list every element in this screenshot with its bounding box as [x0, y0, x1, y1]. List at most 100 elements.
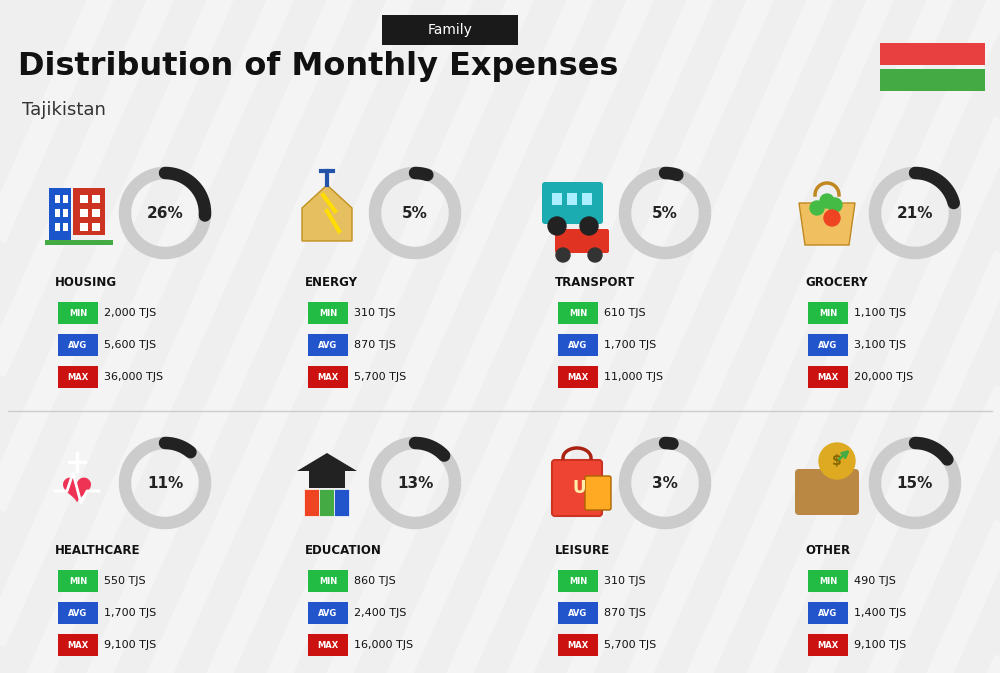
FancyBboxPatch shape	[558, 366, 598, 388]
FancyBboxPatch shape	[308, 602, 348, 624]
Text: LEISURE: LEISURE	[555, 544, 610, 557]
FancyBboxPatch shape	[58, 334, 98, 356]
Text: 20,000 TJS: 20,000 TJS	[854, 372, 913, 382]
FancyBboxPatch shape	[55, 223, 60, 231]
Circle shape	[588, 248, 602, 262]
FancyBboxPatch shape	[880, 43, 985, 65]
Text: 2,000 TJS: 2,000 TJS	[104, 308, 156, 318]
Text: EDUCATION: EDUCATION	[305, 544, 382, 557]
Text: 610 TJS: 610 TJS	[604, 308, 646, 318]
Text: 13%: 13%	[397, 476, 433, 491]
FancyBboxPatch shape	[55, 195, 60, 203]
Text: AVG: AVG	[818, 608, 838, 618]
Text: 16,000 TJS: 16,000 TJS	[354, 640, 413, 650]
FancyBboxPatch shape	[308, 634, 348, 656]
FancyBboxPatch shape	[382, 15, 518, 45]
FancyBboxPatch shape	[319, 489, 334, 516]
Text: 870 TJS: 870 TJS	[354, 340, 396, 350]
FancyBboxPatch shape	[558, 602, 598, 624]
Text: $: $	[832, 454, 842, 468]
FancyBboxPatch shape	[55, 209, 60, 217]
Circle shape	[824, 210, 840, 226]
FancyBboxPatch shape	[63, 209, 68, 217]
FancyBboxPatch shape	[808, 366, 848, 388]
Circle shape	[548, 217, 566, 235]
Text: AVG: AVG	[818, 341, 838, 349]
Text: AVG: AVG	[568, 341, 588, 349]
Text: AVG: AVG	[68, 341, 88, 349]
FancyBboxPatch shape	[808, 570, 848, 592]
FancyBboxPatch shape	[308, 302, 348, 324]
Circle shape	[810, 201, 824, 215]
FancyBboxPatch shape	[808, 302, 848, 324]
Text: 11,000 TJS: 11,000 TJS	[604, 372, 663, 382]
Text: MAX: MAX	[567, 641, 589, 649]
Text: 490 TJS: 490 TJS	[854, 576, 896, 586]
Text: 310 TJS: 310 TJS	[604, 576, 646, 586]
Text: MIN: MIN	[319, 577, 337, 586]
Polygon shape	[302, 185, 352, 241]
Text: MAX: MAX	[317, 641, 339, 649]
Text: MIN: MIN	[319, 308, 337, 318]
Text: AVG: AVG	[318, 608, 338, 618]
Text: 1,100 TJS: 1,100 TJS	[854, 308, 906, 318]
FancyBboxPatch shape	[45, 240, 113, 245]
Text: MIN: MIN	[569, 577, 587, 586]
FancyBboxPatch shape	[558, 334, 598, 356]
Polygon shape	[799, 203, 855, 245]
FancyBboxPatch shape	[542, 182, 603, 224]
Text: AVG: AVG	[318, 341, 338, 349]
Text: 3,100 TJS: 3,100 TJS	[854, 340, 906, 350]
Text: 5%: 5%	[402, 205, 428, 221]
Text: 310 TJS: 310 TJS	[354, 308, 396, 318]
FancyBboxPatch shape	[73, 188, 105, 235]
Text: OTHER: OTHER	[805, 544, 850, 557]
FancyBboxPatch shape	[63, 223, 68, 231]
FancyBboxPatch shape	[58, 366, 98, 388]
Text: 870 TJS: 870 TJS	[604, 608, 646, 618]
Text: MAX: MAX	[817, 372, 839, 382]
FancyBboxPatch shape	[880, 69, 985, 91]
Text: U: U	[572, 479, 586, 497]
Text: AVG: AVG	[68, 608, 88, 618]
Text: 550 TJS: 550 TJS	[104, 576, 146, 586]
FancyBboxPatch shape	[795, 469, 859, 515]
FancyBboxPatch shape	[558, 634, 598, 656]
Text: MIN: MIN	[819, 308, 837, 318]
FancyBboxPatch shape	[558, 302, 598, 324]
Text: 5,700 TJS: 5,700 TJS	[604, 640, 656, 650]
FancyBboxPatch shape	[92, 209, 100, 217]
Text: MAX: MAX	[67, 372, 89, 382]
Text: 1,700 TJS: 1,700 TJS	[604, 340, 656, 350]
FancyBboxPatch shape	[308, 570, 348, 592]
Text: AVG: AVG	[568, 608, 588, 618]
FancyBboxPatch shape	[552, 460, 602, 516]
Text: Distribution of Monthly Expenses: Distribution of Monthly Expenses	[18, 51, 618, 82]
FancyBboxPatch shape	[304, 489, 319, 516]
Text: 860 TJS: 860 TJS	[354, 576, 396, 586]
FancyBboxPatch shape	[58, 602, 98, 624]
Text: 15%: 15%	[897, 476, 933, 491]
Text: 9,100 TJS: 9,100 TJS	[104, 640, 156, 650]
FancyBboxPatch shape	[309, 470, 345, 488]
Text: ENERGY: ENERGY	[305, 277, 358, 289]
Text: MAX: MAX	[317, 372, 339, 382]
FancyBboxPatch shape	[558, 570, 598, 592]
Text: 11%: 11%	[147, 476, 183, 491]
FancyBboxPatch shape	[567, 193, 577, 205]
FancyBboxPatch shape	[808, 634, 848, 656]
Text: HOUSING: HOUSING	[55, 277, 117, 289]
FancyBboxPatch shape	[49, 188, 71, 243]
Text: TRANSPORT: TRANSPORT	[555, 277, 635, 289]
Text: 2,400 TJS: 2,400 TJS	[354, 608, 406, 618]
Text: MIN: MIN	[69, 308, 87, 318]
FancyBboxPatch shape	[80, 209, 88, 217]
FancyBboxPatch shape	[80, 195, 88, 203]
Text: Tajikistan: Tajikistan	[22, 101, 106, 119]
FancyBboxPatch shape	[92, 223, 100, 231]
FancyBboxPatch shape	[334, 489, 349, 516]
Polygon shape	[297, 453, 357, 471]
FancyBboxPatch shape	[308, 366, 348, 388]
Text: GROCERY: GROCERY	[805, 277, 868, 289]
Circle shape	[828, 198, 842, 212]
